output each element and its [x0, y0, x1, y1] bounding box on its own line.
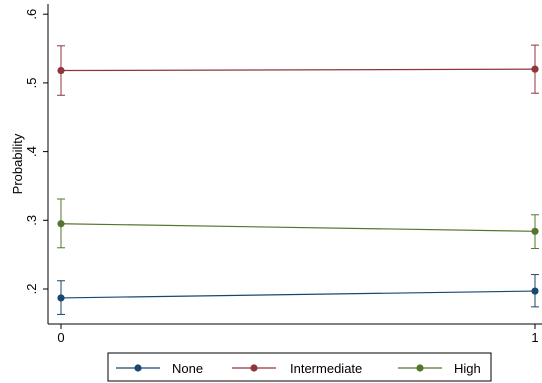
- data-point: [531, 287, 539, 295]
- legend-label: High: [454, 361, 481, 376]
- legend-swatch-marker: [134, 364, 142, 372]
- series-line: [60, 68, 536, 72]
- data-point: [57, 220, 65, 228]
- y-tick-label: .5: [24, 77, 39, 88]
- y-tick-label: .4: [24, 146, 39, 157]
- x-tick-label: 0: [57, 330, 64, 345]
- legend-box: [107, 352, 492, 382]
- legend-swatch-marker: [416, 364, 424, 372]
- series-intermediate: [57, 44, 539, 96]
- series-line: [60, 223, 536, 232]
- legend-label: None: [172, 361, 203, 376]
- legend-item-none: None: [116, 361, 203, 376]
- legend-item-intermediate: Intermediate: [232, 361, 362, 376]
- series-line: [60, 290, 536, 299]
- series-none: [57, 274, 539, 315]
- series-high: [57, 198, 539, 249]
- y-axis-title: Probability: [10, 133, 25, 194]
- legend-label: Intermediate: [290, 361, 362, 376]
- y-tick-label: .2: [24, 284, 39, 295]
- data-point: [531, 227, 539, 235]
- y-tick-label: .6: [24, 9, 39, 20]
- data-point: [57, 294, 65, 302]
- plot-area: .2 .3 .4 .5 .6 0 1 Probability: [10, 4, 542, 345]
- series-layer: [57, 44, 539, 315]
- y-tick-label: .3: [24, 215, 39, 226]
- legend-swatch-marker: [250, 364, 258, 372]
- legend: None Intermediate High: [107, 352, 492, 382]
- legend-item-high: High: [398, 361, 481, 376]
- x-tick-label: 1: [531, 330, 538, 345]
- data-point: [57, 66, 65, 75]
- data-point: [531, 65, 539, 73]
